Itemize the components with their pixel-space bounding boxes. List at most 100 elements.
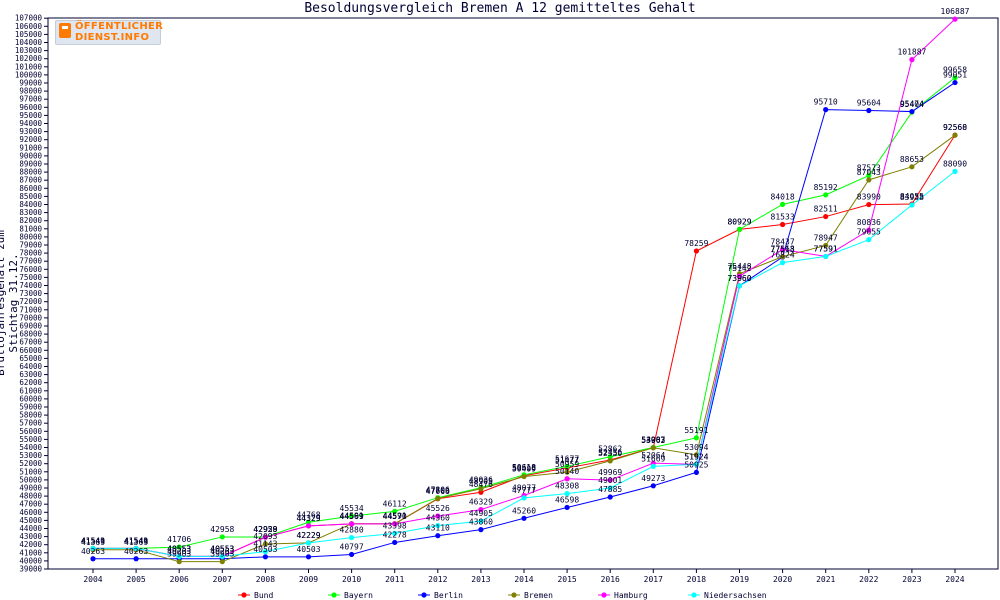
data-label-bayern: 87573 bbox=[857, 164, 881, 173]
y-tick-label: 66000 bbox=[19, 346, 42, 355]
y-tick-label: 93000 bbox=[19, 127, 42, 136]
data-point-berlin bbox=[133, 556, 139, 562]
y-tick-label: 74000 bbox=[19, 281, 42, 290]
data-point-niedersachsen bbox=[909, 202, 915, 208]
data-label-bremen: 44591 bbox=[340, 512, 364, 521]
data-point-niedersachsen bbox=[176, 553, 182, 560]
data-point-bayern bbox=[736, 226, 743, 232]
y-tick-label: 88000 bbox=[19, 168, 42, 177]
data-label-bayern: 55191 bbox=[684, 426, 708, 435]
data-point-bremen bbox=[693, 452, 700, 458]
data-label-berlin: 99051 bbox=[943, 71, 967, 80]
data-label-hamburg: 45526 bbox=[426, 504, 450, 513]
data-point-bayern bbox=[607, 454, 613, 460]
y-tick-label: 63000 bbox=[19, 370, 42, 379]
data-point-hamburg bbox=[866, 227, 872, 233]
legend-entry: Bayern bbox=[344, 591, 373, 600]
data-label-bund: 47666 bbox=[426, 487, 450, 496]
legend-marker bbox=[511, 592, 517, 598]
data-label-bremen: 41369 bbox=[124, 538, 148, 547]
data-label-berlin: 50925 bbox=[684, 460, 708, 469]
data-point-hamburg bbox=[909, 57, 915, 63]
data-label-bund: 52456 bbox=[598, 448, 622, 457]
data-point-bund bbox=[866, 201, 872, 208]
data-point-niedersachsen bbox=[262, 549, 268, 555]
data-point-niedersachsen bbox=[952, 168, 958, 174]
data-point-bayern bbox=[219, 534, 225, 540]
x-tick-label: 2018 bbox=[687, 575, 706, 584]
data-point-bayern bbox=[823, 192, 829, 198]
data-label-bremen: 77568 bbox=[771, 245, 795, 254]
data-label-berlin: 47885 bbox=[598, 485, 622, 494]
data-point-bremen bbox=[435, 495, 441, 502]
data-point-bayern bbox=[866, 172, 872, 179]
data-label-berlin: 40263 bbox=[81, 547, 105, 556]
data-label-hamburg: 49969 bbox=[598, 468, 622, 477]
data-label-niedersachsen: 47777 bbox=[512, 486, 536, 495]
data-label-bayern: 49036 bbox=[469, 476, 493, 485]
data-label-bayern: 42958 bbox=[210, 525, 234, 534]
x-tick-label: 2016 bbox=[601, 575, 620, 584]
data-point-niedersachsen bbox=[780, 260, 786, 266]
data-point-hamburg bbox=[392, 521, 398, 527]
data-point-bund bbox=[693, 248, 700, 254]
y-tick-label: 94000 bbox=[19, 119, 42, 128]
data-point-bremen bbox=[607, 458, 613, 464]
data-point-berlin bbox=[521, 515, 527, 521]
data-label-niedersachsen: 42229 bbox=[296, 531, 320, 540]
y-tick-label: 43000 bbox=[19, 532, 42, 541]
legend-marker bbox=[241, 592, 247, 598]
data-label-niedersachsen: 51669 bbox=[641, 454, 665, 463]
data-point-bund bbox=[780, 221, 786, 228]
x-tick-label: 2007 bbox=[213, 575, 232, 584]
data-label-bund: 78259 bbox=[684, 239, 708, 248]
x-tick-label: 2009 bbox=[299, 575, 318, 584]
data-point-bayern bbox=[564, 463, 570, 469]
data-label-hamburg: 80836 bbox=[857, 218, 881, 227]
logo-mark-icon bbox=[59, 23, 71, 38]
data-label-berlin: 40263 bbox=[210, 547, 234, 556]
legend-marker bbox=[421, 592, 427, 598]
data-label-hamburg: 48077 bbox=[512, 483, 536, 492]
data-label-bremen: 41369 bbox=[81, 538, 105, 547]
y-tick-label: 99000 bbox=[19, 79, 42, 88]
y-tick-label: 98000 bbox=[19, 87, 42, 96]
data-point-bremen bbox=[780, 253, 786, 260]
data-label-bremen: 44591 bbox=[383, 512, 407, 521]
data-label-hamburg: 46329 bbox=[469, 498, 493, 507]
data-point-berlin bbox=[392, 539, 398, 546]
y-tick-label: 45000 bbox=[19, 516, 42, 525]
x-tick-label: 2014 bbox=[514, 575, 533, 584]
data-point-niedersachsen bbox=[650, 463, 656, 469]
x-tick-label: 2006 bbox=[170, 575, 189, 584]
data-point-niedersachsen bbox=[693, 461, 700, 467]
data-label-hamburg: 52064 bbox=[641, 451, 665, 460]
y-tick-label: 41000 bbox=[19, 548, 42, 557]
data-label-hamburg: 75142 bbox=[727, 264, 751, 273]
data-label-bremen: 48905 bbox=[469, 477, 493, 486]
data-label-hamburg: 101887 bbox=[897, 48, 926, 57]
y-tick-label: 68000 bbox=[19, 330, 42, 339]
y-tick-label: 59000 bbox=[19, 403, 42, 412]
data-label-bayern: 52862 bbox=[598, 445, 622, 454]
data-point-bremen bbox=[909, 164, 915, 170]
x-tick-label: 2012 bbox=[428, 575, 447, 584]
data-point-bremen bbox=[219, 559, 225, 565]
data-point-hamburg bbox=[262, 534, 268, 540]
chart-title: Besoldungsvergleich Bremen A 12 gemittel… bbox=[304, 1, 696, 16]
y-tick-label: 89000 bbox=[19, 160, 42, 169]
data-label-hamburg: 41541 bbox=[81, 536, 105, 545]
data-label-hamburg: 106887 bbox=[941, 7, 970, 16]
data-label-niedersachsen: 40553 bbox=[210, 544, 234, 553]
data-label-bund: 82511 bbox=[814, 205, 838, 214]
data-label-bund: 41541 bbox=[81, 536, 105, 545]
data-label-berlin: 49273 bbox=[641, 474, 665, 483]
y-tick-label: 102000 bbox=[15, 54, 43, 63]
x-tick-label: 2015 bbox=[557, 575, 576, 584]
data-point-bremen bbox=[176, 559, 182, 565]
x-tick-label: 2017 bbox=[644, 575, 663, 584]
data-point-bremen bbox=[823, 242, 829, 249]
data-point-bremen bbox=[952, 132, 958, 138]
data-point-niedersachsen bbox=[133, 545, 139, 552]
